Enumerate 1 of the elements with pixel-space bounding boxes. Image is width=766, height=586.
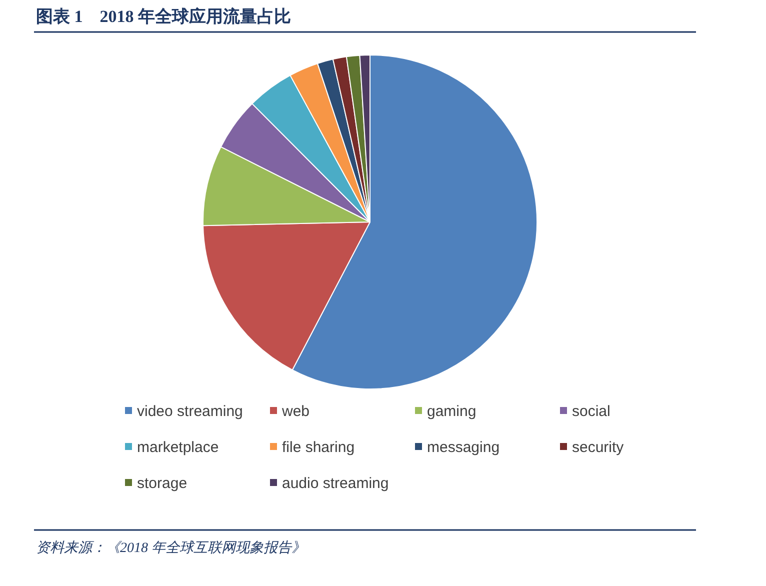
title: 图表 1 2018 年全球应用流量占比 — [36, 7, 291, 26]
